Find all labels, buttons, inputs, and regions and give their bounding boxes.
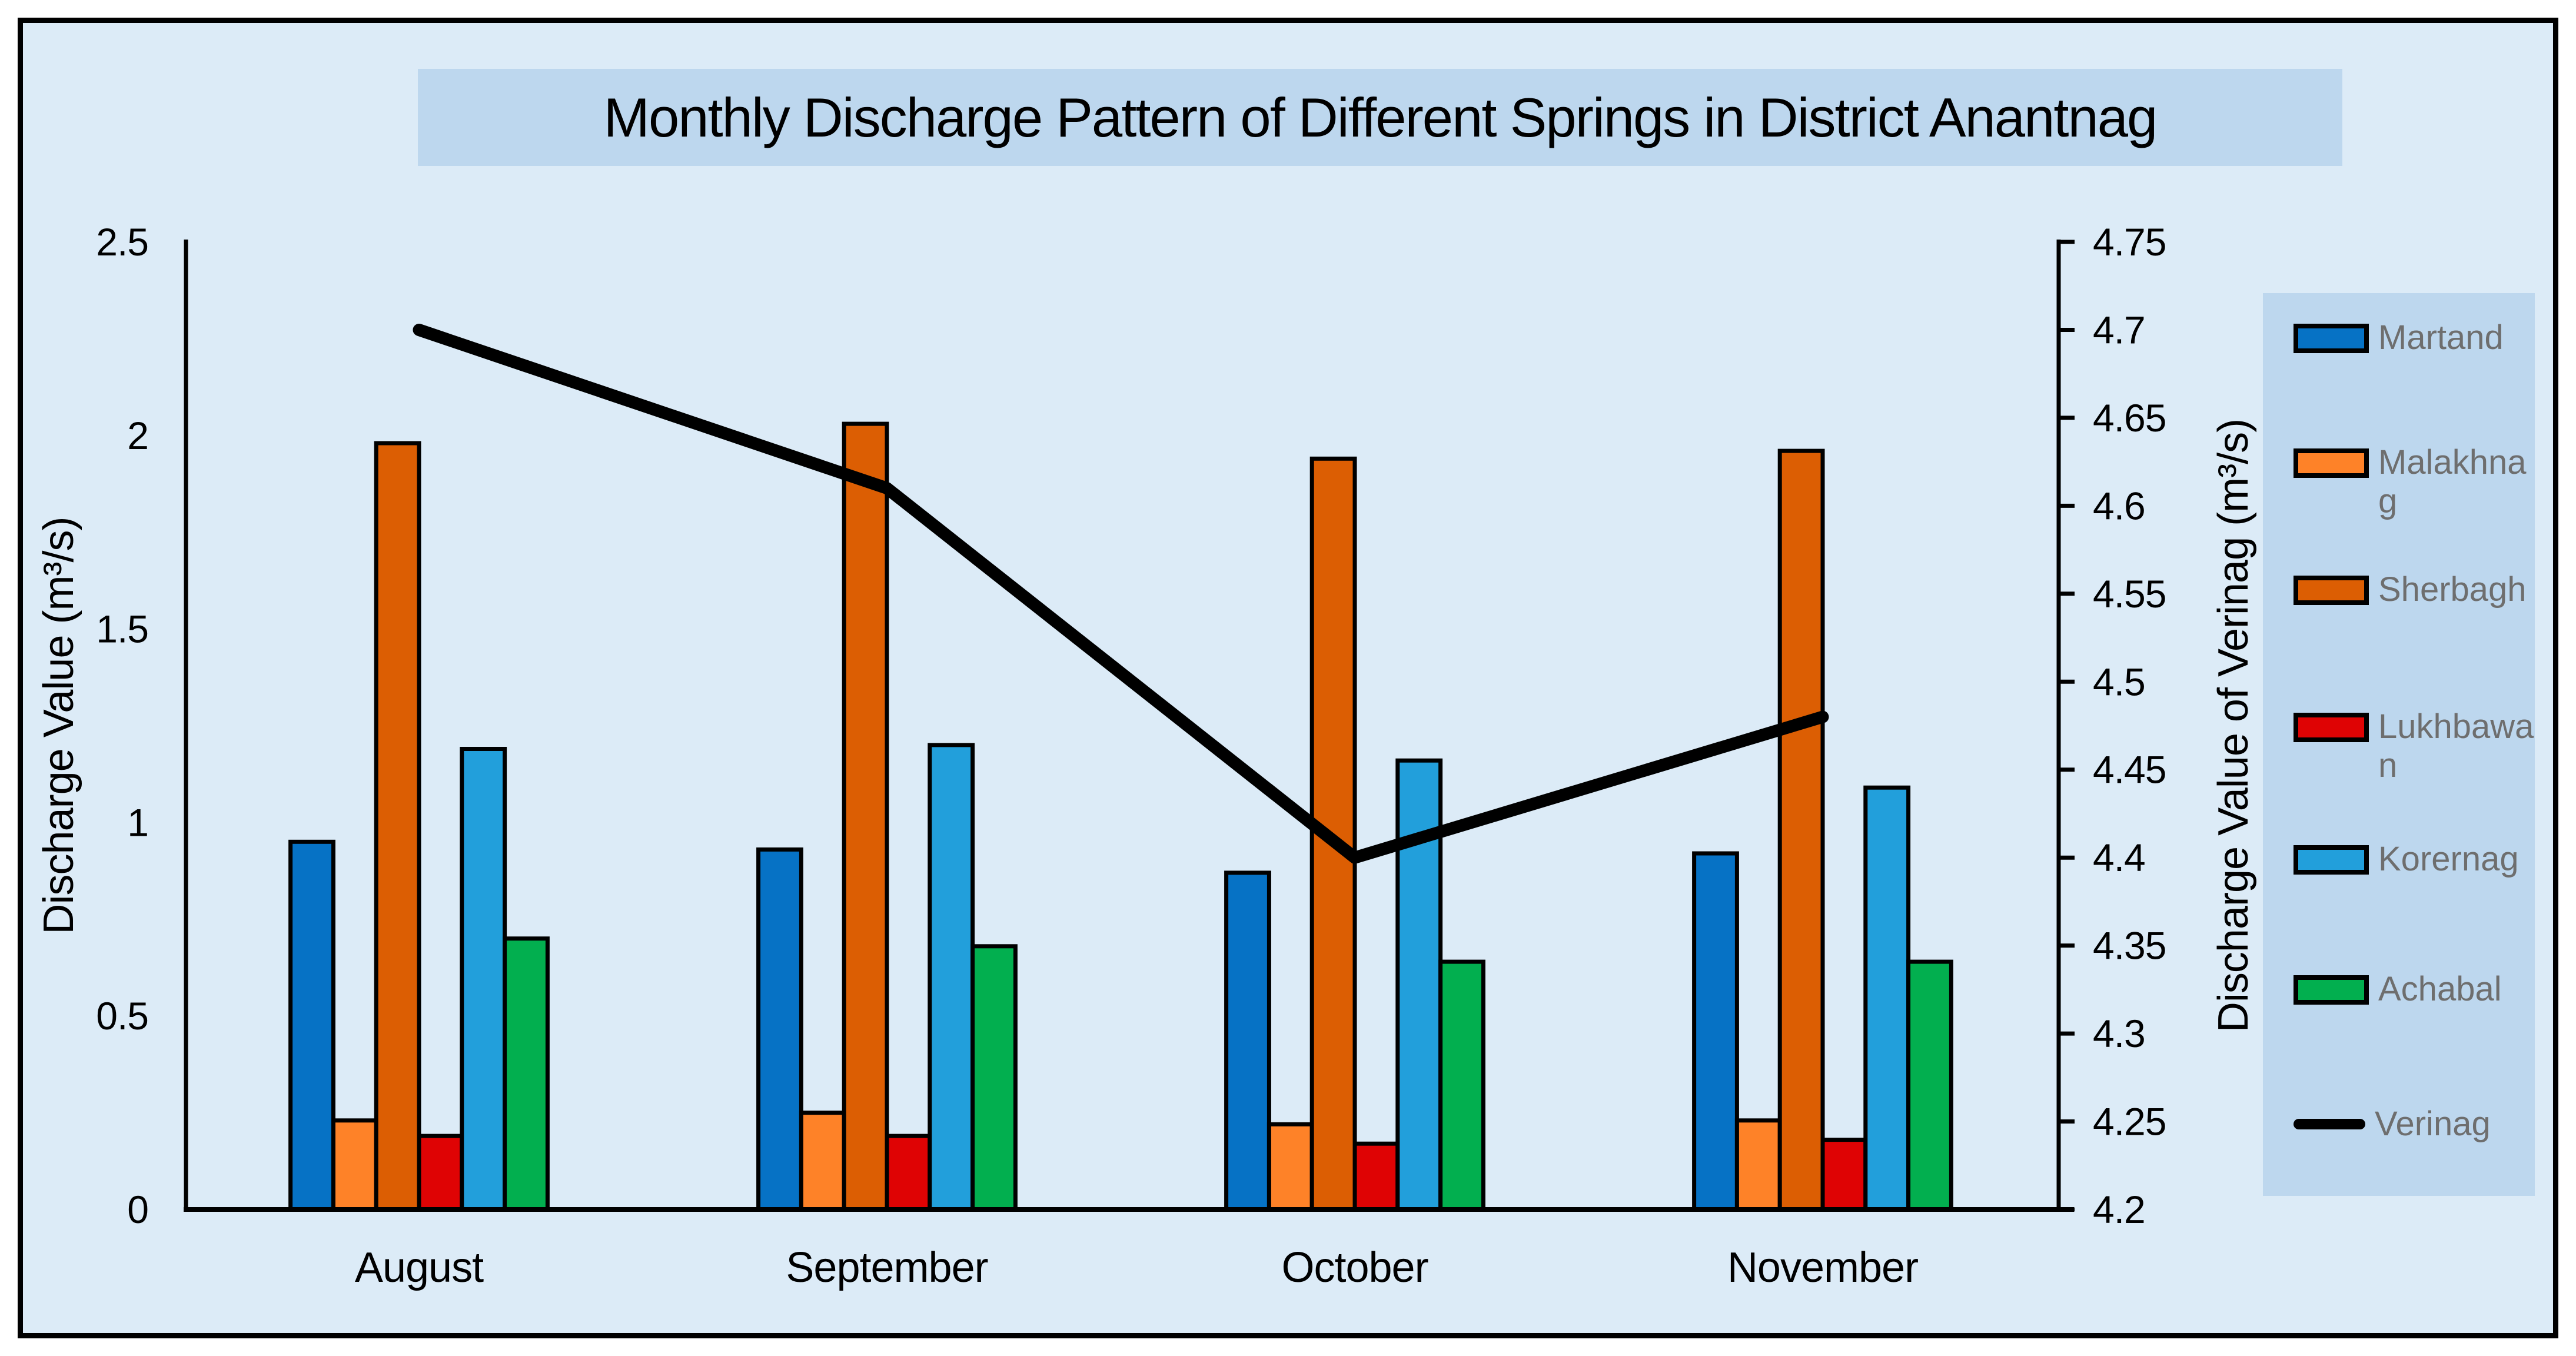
chart-title-box: Monthly Discharge Pattern of Different S… bbox=[418, 69, 2342, 166]
chart-frame bbox=[18, 18, 2558, 1338]
legend-label-achabal: Achabal bbox=[2378, 970, 2502, 1008]
legend-item-korernag: Korernag bbox=[2294, 840, 2536, 879]
bar-korernag-november bbox=[1863, 785, 1911, 1212]
bar-achabal-september bbox=[970, 944, 1018, 1212]
left-tick-label-1: 1 bbox=[127, 800, 148, 844]
right-tick-label-4.3: 4.3 bbox=[2093, 1012, 2145, 1055]
legend-label-malakhnag: Malakhnag bbox=[2378, 443, 2527, 520]
x-category-label-september: September bbox=[786, 1244, 988, 1291]
right-tick-label-4.2: 4.2 bbox=[2093, 1188, 2145, 1231]
legend-color-swatch-achabal bbox=[2294, 975, 2369, 1005]
right-tick-label-4.35: 4.35 bbox=[2093, 924, 2166, 968]
left-tick-label-2: 2 bbox=[127, 414, 148, 457]
bar-achabal-october bbox=[1438, 959, 1485, 1212]
x-category-label-november: November bbox=[1727, 1244, 1918, 1291]
right-tick-label-4.75: 4.75 bbox=[2093, 220, 2166, 264]
bar-martand-august bbox=[288, 839, 335, 1212]
right-tick-label-4.45: 4.45 bbox=[2093, 748, 2166, 792]
bar-lukhbawan-october bbox=[1352, 1141, 1400, 1212]
right-tick-label-4.6: 4.6 bbox=[2093, 484, 2145, 527]
bar-malakhnag-september bbox=[799, 1111, 846, 1212]
x-category-label-august: August bbox=[355, 1244, 484, 1291]
bar-korernag-august bbox=[460, 747, 507, 1212]
bar-lukhbawan-august bbox=[417, 1134, 464, 1212]
left-tick-label-2.5: 2.5 bbox=[96, 220, 148, 264]
legend-color-swatch-malakhnag bbox=[2294, 448, 2369, 478]
bar-korernag-september bbox=[928, 743, 975, 1212]
bar-achabal-august bbox=[503, 936, 550, 1212]
bar-sherbagh-september bbox=[842, 421, 889, 1212]
bar-martand-november bbox=[1692, 851, 1739, 1212]
legend-item-malakhnag: Malakhnag bbox=[2294, 443, 2536, 521]
left-tick-label-1.5: 1.5 bbox=[96, 607, 148, 651]
verinag-line bbox=[413, 324, 1829, 864]
legend: Martand Malakhnag Sherbagh Lukhbawan Korerna… bbox=[2263, 293, 2535, 1196]
legend-color-swatch-martand bbox=[2294, 324, 2369, 353]
legend-item-achabal: Achabal bbox=[2294, 970, 2536, 1009]
x-category-label-october: October bbox=[1281, 1244, 1428, 1291]
legend-label-lukhbawan: Lukhbawan bbox=[2378, 707, 2534, 785]
bar-achabal-november bbox=[1906, 959, 1953, 1212]
legend-item-martand: Martand bbox=[2294, 318, 2536, 357]
legend-label-verinag: Verinag bbox=[2375, 1105, 2491, 1143]
legend-color-swatch-lukhbawan bbox=[2294, 713, 2369, 742]
bar-sherbagh-november bbox=[1777, 448, 1825, 1212]
left-tick-label-0: 0 bbox=[127, 1188, 148, 1231]
right-tick-label-4.7: 4.7 bbox=[2093, 308, 2145, 352]
bar-malakhnag-august bbox=[331, 1118, 378, 1212]
bar-lukhbawan-november bbox=[1820, 1138, 1868, 1212]
legend-item-verinag: Verinag bbox=[2294, 1105, 2532, 1144]
bar-malakhnag-october bbox=[1267, 1122, 1314, 1212]
right-tick-label-4.5: 4.5 bbox=[2093, 660, 2145, 703]
left-tick-label-0.5: 0.5 bbox=[96, 994, 148, 1038]
right-tick-label-4.55: 4.55 bbox=[2093, 572, 2166, 616]
right-tick-label-4.25: 4.25 bbox=[2093, 1100, 2166, 1144]
legend-color-swatch-korernag bbox=[2294, 845, 2369, 875]
legend-item-lukhbawan: Lukhbawan bbox=[2294, 707, 2536, 785]
legend-label-sherbagh: Sherbagh bbox=[2378, 570, 2527, 609]
bar-martand-september bbox=[756, 847, 803, 1212]
legend-line-swatch-verinag bbox=[2294, 1119, 2365, 1129]
legend-item-sherbagh: Sherbagh bbox=[2294, 570, 2536, 609]
right-tick-label-4.4: 4.4 bbox=[2093, 836, 2145, 879]
legend-label-martand: Martand bbox=[2378, 318, 2504, 357]
legend-color-swatch-sherbagh bbox=[2294, 576, 2369, 605]
right-tick-label-4.65: 4.65 bbox=[2093, 396, 2166, 440]
bar-malakhnag-november bbox=[1734, 1118, 1782, 1212]
bar-sherbagh-august bbox=[374, 441, 421, 1212]
legend-label-korernag: Korernag bbox=[2378, 840, 2519, 878]
bar-martand-october bbox=[1224, 870, 1271, 1212]
chart-title: Monthly Discharge Pattern of Different S… bbox=[603, 87, 2158, 148]
bar-lukhbawan-september bbox=[885, 1134, 932, 1212]
